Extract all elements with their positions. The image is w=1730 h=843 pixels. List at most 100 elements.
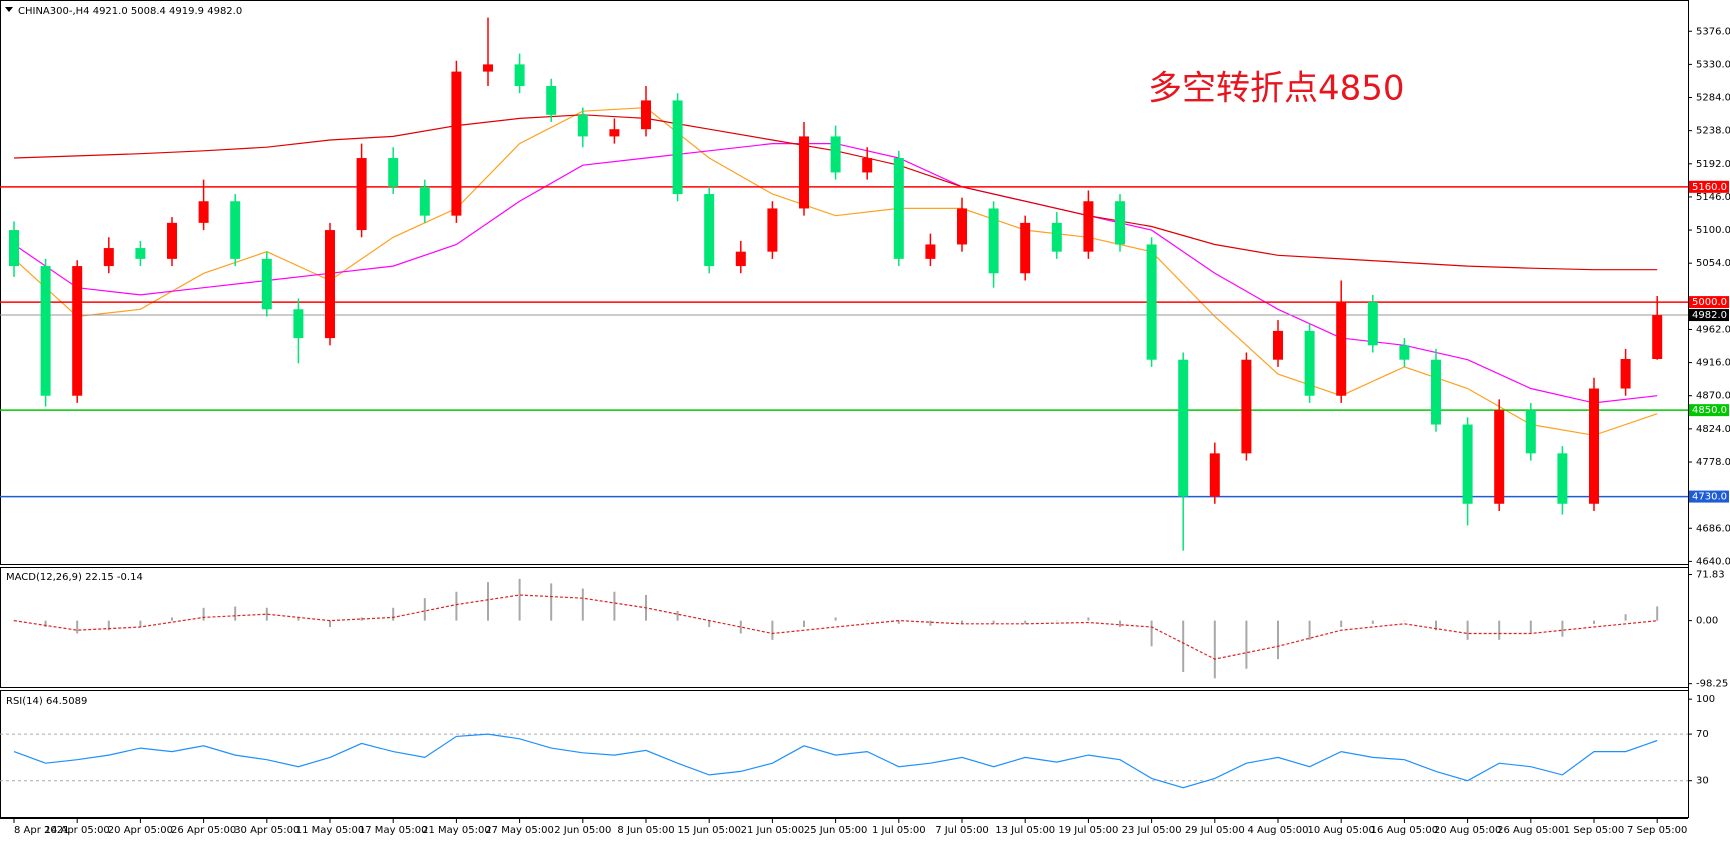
candle-body xyxy=(1431,359,1441,425)
level-box xyxy=(1689,180,1729,193)
candle-body xyxy=(198,201,209,223)
candle-body xyxy=(609,129,620,137)
macd-bar xyxy=(676,610,679,621)
candle-body xyxy=(1367,302,1378,346)
candle-body xyxy=(167,222,177,259)
x-tick-label: 1 Sep 05:00 xyxy=(1564,825,1624,836)
candle-body xyxy=(1589,388,1599,504)
y-tick-label: 0.00 xyxy=(1696,616,1718,627)
y-tick-label: 5100.0 xyxy=(1696,225,1730,236)
candle-body xyxy=(1494,410,1505,504)
macd-bar xyxy=(518,578,521,621)
x-tick-label: 7 Sep 05:00 xyxy=(1627,825,1687,836)
level-box xyxy=(1689,296,1729,309)
macd-signal xyxy=(13,594,1658,660)
macd-bar xyxy=(329,620,331,628)
candle-body xyxy=(451,71,462,216)
macd-bar xyxy=(771,620,774,640)
x-tick-label: 4 Aug 05:00 xyxy=(1247,825,1308,836)
candle-body xyxy=(293,309,304,339)
y-tick-label: -98.25 xyxy=(1696,679,1728,690)
candle-body xyxy=(1336,302,1347,396)
macd-bar xyxy=(739,620,742,634)
level-box xyxy=(1689,490,1729,503)
macd-bar xyxy=(297,617,300,621)
x-tick-label: 23 Jul 05:00 xyxy=(1122,825,1182,836)
x-tick-label: 7 Jul 05:00 xyxy=(935,825,989,836)
candle-body xyxy=(1020,222,1031,274)
candle-body xyxy=(1051,222,1062,252)
candle-body xyxy=(483,64,493,72)
macd-bar xyxy=(1529,620,1532,634)
candle-body xyxy=(1652,315,1663,359)
candle-body xyxy=(1083,201,1094,252)
candle-body xyxy=(641,100,651,130)
candle-body xyxy=(1209,453,1220,497)
macd-bar xyxy=(897,620,900,624)
x-tick-label: 13 Jul 05:00 xyxy=(995,825,1055,836)
macd-bar xyxy=(992,620,995,624)
candle-body xyxy=(672,100,683,195)
macd-bar xyxy=(1403,620,1406,622)
y-tick-label: 30 xyxy=(1696,776,1709,787)
y-tick-label: 5054.0 xyxy=(1696,258,1730,269)
macd-bar xyxy=(866,620,869,622)
macd-bar xyxy=(139,620,142,628)
candle-body xyxy=(862,158,873,173)
candle-body xyxy=(325,230,335,339)
candle-body xyxy=(767,208,778,252)
rsi-line xyxy=(13,733,1658,789)
x-tick-label: 30 Apr 05:00 xyxy=(234,825,299,836)
x-tick-label: 20 Apr 05:00 xyxy=(108,825,173,836)
candle-body xyxy=(1146,244,1157,360)
macd-bar xyxy=(44,620,47,628)
candle-body xyxy=(230,201,241,259)
y-tick-label: 5146.0 xyxy=(1696,192,1730,203)
y-tick-label: 4870.0 xyxy=(1696,391,1730,402)
macd-bar xyxy=(1656,606,1659,621)
macd-bar xyxy=(1182,620,1185,672)
macd-bar xyxy=(1119,620,1121,628)
candle-body xyxy=(1557,453,1568,504)
menu-icon[interactable] xyxy=(5,7,13,12)
macd-bar xyxy=(455,591,458,621)
x-tick-label: 26 Aug 05:00 xyxy=(1497,825,1564,836)
level-label: 5160.0 xyxy=(1692,182,1727,193)
x-tick-label: 8 Jun 05:00 xyxy=(617,825,674,836)
last-price-label: 4982.0 xyxy=(1692,310,1727,321)
candle-body xyxy=(40,266,51,396)
macd-title: MACD(12,26,9) 22.15 -0.14 xyxy=(6,572,143,583)
candle-body xyxy=(577,114,588,137)
candle-body xyxy=(925,244,936,259)
y-tick-label: 4962.0 xyxy=(1696,324,1730,335)
y-tick-label: 4640.0 xyxy=(1696,556,1730,567)
x-tick-label: 14 Apr 05:00 xyxy=(45,825,110,836)
y-tick-label: 5376.0 xyxy=(1696,26,1730,37)
candle-body xyxy=(1304,330,1315,396)
candle-body xyxy=(893,158,904,259)
x-tick-label: 16 Aug 05:00 xyxy=(1371,825,1438,836)
x-tick-label: 2 Jun 05:00 xyxy=(554,825,611,836)
candle-body xyxy=(988,208,999,274)
candle-body xyxy=(957,208,967,245)
x-tick-label: 15 Jun 05:00 xyxy=(677,825,741,836)
macd-bar xyxy=(392,607,395,621)
macd-bar xyxy=(487,582,489,621)
macd-bar xyxy=(76,620,79,634)
y-tick-label: 100 xyxy=(1696,694,1715,705)
macd-bar xyxy=(1435,620,1437,631)
macd-bar xyxy=(423,598,426,621)
level-label: 5000.0 xyxy=(1692,297,1727,308)
macd-bar xyxy=(1498,620,1501,640)
x-tick-label: 29 Jul 05:00 xyxy=(1185,825,1245,836)
candle-body xyxy=(1178,359,1189,497)
candle-body xyxy=(704,194,715,267)
x-tick-label: 1 Jul 05:00 xyxy=(872,825,926,836)
macd-bar xyxy=(1245,620,1248,669)
candle-body xyxy=(514,64,525,86)
macd-bar xyxy=(1624,614,1627,621)
y-tick-label: 4778.0 xyxy=(1696,457,1730,468)
candle-body xyxy=(388,158,399,187)
macd-bar xyxy=(107,620,110,631)
